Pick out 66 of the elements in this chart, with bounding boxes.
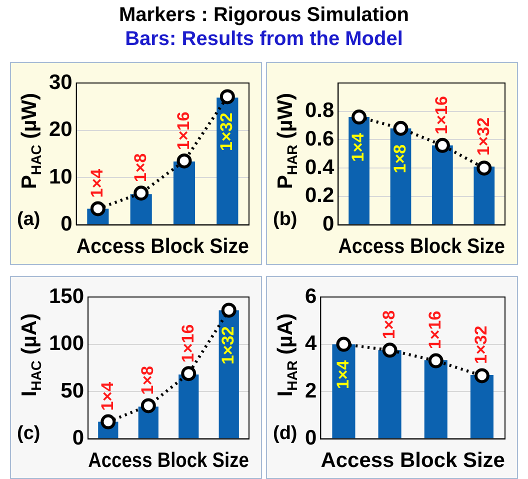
x-tick-label: 1×4 (88, 168, 107, 198)
y-tick-label: 0 (322, 212, 334, 236)
x-tick-label: 1×4 (348, 132, 368, 162)
y-tick-label: 0.2 (304, 184, 334, 208)
x-tick-label: 1×16 (178, 324, 198, 363)
text: (c) (17, 423, 40, 445)
y-tick-label: 0.4 (304, 156, 335, 179)
text: (a) (17, 209, 40, 231)
bar (474, 166, 495, 224)
y-tick-label: 0.8 (304, 99, 335, 122)
y-tick-label: 4 (304, 332, 317, 356)
x-tick-label: 1×4 (98, 381, 117, 411)
x-tick-label: 1×16 (426, 310, 445, 350)
y-tick-label: 150 (48, 284, 84, 308)
x-tick-label: 1×32 (217, 112, 236, 152)
bar (178, 374, 199, 438)
bar (470, 374, 494, 438)
x-tick-label: 1×16 (432, 96, 452, 134)
y-tick-label: 20 (49, 118, 72, 142)
point (474, 368, 490, 384)
chart-subtitle: Bars: Results from the Model (124, 28, 404, 51)
x-axis-title: Access Block Size (320, 449, 505, 472)
point (336, 336, 352, 352)
y-tick-label: 6 (304, 284, 317, 308)
y-tick-label: 2 (304, 379, 317, 402)
text: (d) (273, 423, 298, 445)
x-tick-label: 1×16 (174, 112, 193, 150)
x-tick-label: 1×8 (390, 144, 410, 174)
y-tick-label: 0 (72, 426, 84, 450)
point (176, 153, 192, 168)
point (100, 414, 116, 430)
text: (b) (273, 209, 298, 231)
y-tick-label: 0.6 (304, 128, 334, 151)
y-tick-label: 100 (48, 332, 84, 356)
x-tick-label: 1×8 (130, 153, 150, 182)
point (476, 160, 492, 176)
chart-title: Markers : Rigorous Simulation (118, 4, 410, 27)
point (393, 120, 408, 136)
y-tick-label: 50 (60, 379, 84, 402)
y-tick-label: 0 (60, 212, 72, 236)
point (220, 89, 235, 104)
point (181, 366, 196, 382)
point (134, 186, 149, 201)
bar (348, 117, 370, 224)
y-tick-label: 30 (49, 70, 72, 94)
point (434, 138, 450, 153)
point (352, 110, 367, 125)
bar (173, 161, 196, 224)
x-tick-label: 1×32 (472, 326, 491, 364)
x-tick-label: 1×32 (218, 326, 238, 365)
point (428, 353, 444, 368)
y-tick-label: 0 (304, 426, 317, 450)
y-tick-label: 10 (49, 165, 72, 188)
bar (424, 360, 448, 438)
x-tick-label: 1×8 (379, 310, 398, 340)
x-tick-label: 1×8 (138, 366, 158, 395)
x-axis-title: Access Block Size (76, 236, 249, 258)
bar (432, 145, 453, 224)
point (382, 342, 398, 358)
bar (378, 350, 402, 438)
x-axis-title: Access Block Size (88, 449, 249, 473)
x-tick-label: 1×32 (474, 117, 493, 156)
point (140, 398, 156, 414)
point (221, 302, 236, 318)
x-axis-title: Access Block Size (338, 235, 505, 258)
x-tick-label: 1×4 (333, 360, 352, 390)
